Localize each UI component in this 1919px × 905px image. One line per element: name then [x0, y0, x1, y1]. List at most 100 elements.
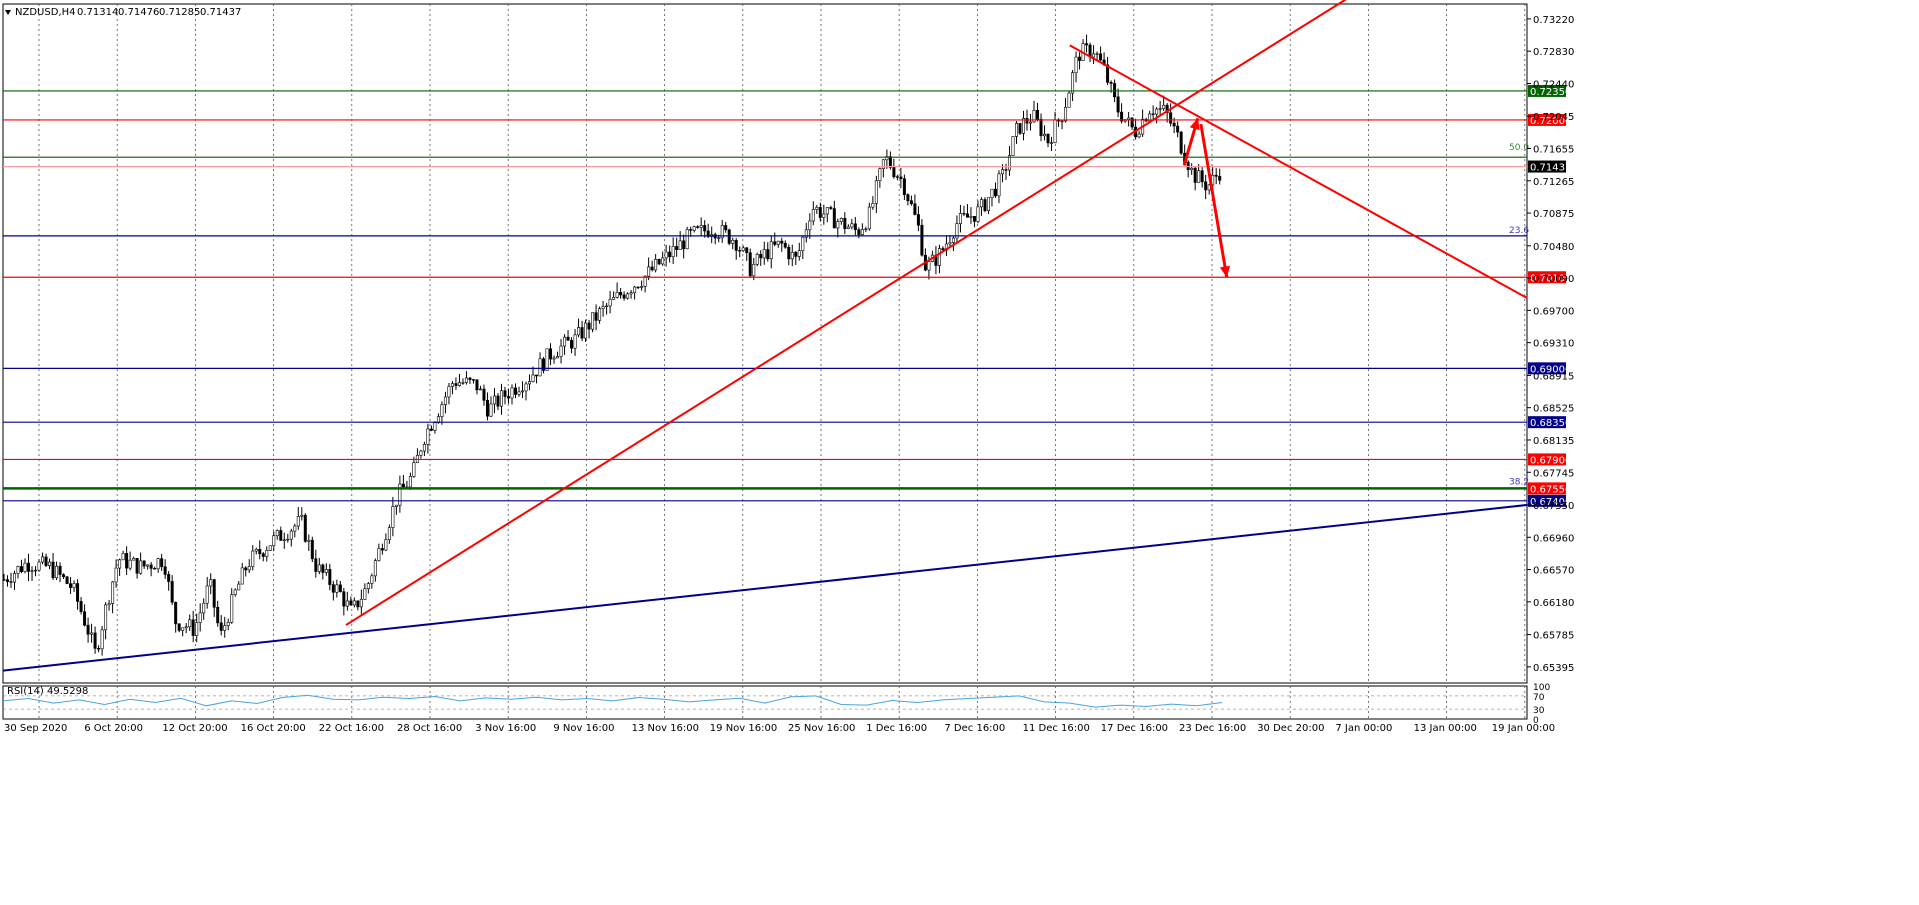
candle-body	[55, 565, 59, 579]
candle-body	[139, 560, 143, 574]
candle-body	[878, 168, 882, 181]
candle-body	[1190, 167, 1194, 171]
candle-body	[1022, 118, 1026, 134]
candle-body	[542, 358, 546, 371]
candle-body	[661, 257, 665, 265]
rsi-panel	[2, 694, 1527, 710]
candle-body	[808, 220, 812, 231]
candle-body	[468, 377, 472, 380]
candle-body	[107, 603, 111, 606]
price-level-tag-text: 0.70100	[1530, 273, 1571, 284]
rsi-scale-label: 0	[1533, 716, 1539, 726]
candle-body	[619, 292, 623, 296]
time-tick-label: 1 Dec 16:00	[866, 723, 927, 734]
candle-body	[1036, 109, 1040, 120]
grid	[2, 3, 1528, 720]
candle-body	[503, 390, 507, 397]
candle-body	[345, 600, 349, 607]
candle-body	[394, 504, 398, 507]
ohlc-low: 0.71285	[159, 7, 200, 18]
candle-body	[433, 422, 437, 431]
candle-body	[100, 629, 104, 650]
candle-body	[149, 564, 153, 569]
candle-body	[556, 356, 560, 359]
candle-body	[447, 386, 451, 398]
candle-body	[272, 535, 276, 547]
price-tick-label: 0.67745	[1533, 468, 1574, 479]
candle-body	[727, 229, 731, 244]
candle-body	[647, 266, 651, 277]
candle-body	[72, 583, 76, 588]
candle-body	[496, 395, 500, 407]
candle-body	[1043, 133, 1047, 137]
candle-body	[706, 230, 710, 237]
candle-body	[142, 560, 146, 567]
candle-body	[643, 275, 647, 287]
price-level-tag	[1528, 84, 1566, 97]
candle-body	[986, 197, 990, 212]
candle-body	[549, 348, 553, 360]
trendlines[interactable]	[2, 0, 1528, 672]
time-tick-label: 12 Oct 20:00	[162, 723, 227, 734]
time-tick-label: 7 Jan 00:00	[1335, 723, 1392, 734]
candle-body	[380, 548, 384, 551]
price-tick-label: 0.65395	[1533, 663, 1574, 674]
candle-body	[289, 530, 293, 540]
ohlc-close: 0.71437	[200, 7, 241, 18]
candle-body	[1085, 43, 1089, 46]
candle-body	[811, 209, 815, 222]
candle-body	[913, 203, 917, 215]
candle-body	[563, 336, 567, 347]
time-tick-label: 7 Dec 16:00	[944, 723, 1005, 734]
candle-body	[317, 564, 321, 572]
candle-body	[997, 173, 1001, 197]
candle-body	[790, 252, 794, 260]
candle-body	[426, 428, 430, 445]
time-tick-label: 17 Dec 16:00	[1101, 723, 1168, 734]
candle-body	[23, 562, 27, 572]
candle-body	[118, 559, 122, 569]
candle-body	[1155, 108, 1159, 115]
candle-body	[209, 579, 213, 587]
candle-body	[359, 599, 363, 608]
candle-body	[2, 579, 6, 581]
candle-body	[650, 266, 654, 271]
candle-body	[1025, 118, 1029, 124]
candle-body	[237, 583, 241, 591]
candle-body	[188, 619, 192, 628]
candle-body	[104, 604, 108, 631]
candle-body	[1074, 56, 1078, 74]
candle-body	[387, 527, 391, 540]
candle-body	[422, 444, 426, 452]
candle-body	[797, 250, 801, 257]
candle-body	[629, 292, 633, 295]
arrowhead-icon	[1219, 265, 1231, 278]
horizontal-levels[interactable]: 0.72350 0.72000 0.71437 0.70100 0.69000 0.683…	[3, 84, 1571, 508]
candle-body	[899, 176, 903, 179]
candle-body	[580, 327, 584, 339]
candle-body	[524, 383, 528, 392]
candle-body	[338, 584, 342, 592]
fibonacci-level-label: 23.6	[1509, 226, 1529, 236]
price-tick-label: 0.68525	[1533, 404, 1574, 415]
candle-body	[1165, 104, 1169, 113]
candle-body	[216, 606, 220, 624]
candle-body	[916, 214, 920, 226]
price-tick-label: 0.72830	[1533, 47, 1574, 58]
dropdown-triangle-icon[interactable]	[5, 10, 11, 15]
candle-body	[1099, 53, 1103, 61]
candle-body	[636, 286, 640, 289]
price-level-tag-text: 0.67900	[1530, 455, 1571, 466]
candle-body	[177, 623, 181, 631]
rsi-title: RSI(14) 49.5298	[7, 686, 88, 697]
candle-body	[888, 156, 892, 168]
candle-body	[240, 567, 244, 585]
candle-body	[27, 562, 31, 572]
candle-body	[44, 556, 48, 566]
candle-body	[1106, 64, 1110, 83]
candle-body	[310, 539, 314, 560]
candle-body	[948, 242, 952, 245]
